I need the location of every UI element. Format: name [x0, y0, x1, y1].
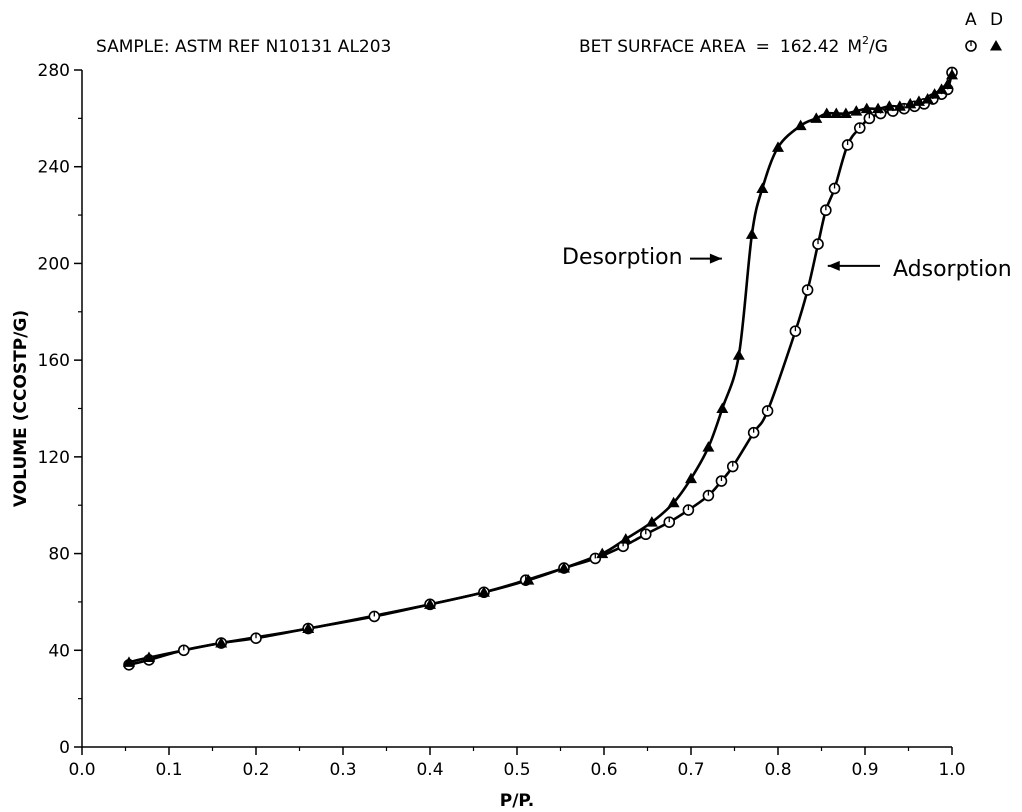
x-tick-label: 0.1 [155, 760, 182, 780]
adsorption-arrow [827, 260, 880, 271]
data-point-adsorption [812, 238, 824, 250]
y-tick-label: 280 [38, 61, 70, 81]
legend-marker-filled-triangle [990, 40, 1002, 51]
bet-label: BET SURFACE AREA [579, 37, 746, 57]
data-point-desorption [685, 472, 697, 484]
data-point-adsorption [663, 516, 676, 528]
data-point-desorption [424, 598, 436, 609]
data-point-desorption [477, 586, 490, 597]
y-tick-label: 40 [48, 641, 70, 661]
x-tick-label: 0.5 [503, 760, 530, 780]
data-point-adsorption [801, 284, 814, 296]
x-tick-label: 0.3 [329, 760, 356, 780]
data-point-desorption [302, 622, 315, 634]
annotation-desorption: Desorption [562, 245, 683, 270]
data-point-desorption [928, 88, 941, 99]
legend-symbol-a [965, 40, 977, 52]
legend-symbol-d [990, 40, 1002, 51]
data-point-desorption [946, 68, 958, 80]
x-tick-label: 0.8 [764, 760, 791, 780]
data-point-adsorption [250, 632, 262, 644]
bet-value: 162.42 [780, 37, 839, 57]
data-point-adsorption [841, 139, 854, 151]
data-point-adsorption [726, 460, 739, 473]
data-point-desorption [667, 496, 680, 508]
data-point-desorption [810, 112, 823, 123]
chart-axes: 0.0 0.1 0.2 0.3 0.4 0.5 0.6 0.7 0.8 0.9 1.0 0 40 80 12… [38, 61, 966, 780]
data-point-adsorption [853, 122, 866, 134]
data-point-adsorption [828, 182, 841, 195]
data-point-desorption [820, 107, 833, 119]
legend-label-d: D [990, 10, 1003, 30]
data-point-desorption [941, 78, 954, 90]
y-tick-label: 120 [38, 448, 70, 468]
data-point-adsorption [761, 405, 774, 417]
y-tick-label: 80 [48, 545, 70, 565]
data-point-adsorption [702, 489, 715, 502]
bet-surface-area-label: BET SURFACE AREA = 162.42 M2/G [579, 34, 888, 57]
data-point-desorption [619, 533, 632, 544]
y-tick-label: 240 [38, 158, 70, 178]
data-point-adsorption [789, 325, 802, 337]
data-point-adsorption [177, 644, 190, 657]
bet-unit-tail: /G [869, 37, 888, 57]
data-point-desorption [794, 119, 807, 131]
x-axis-title: P/P. [500, 791, 534, 811]
data-point-adsorption [863, 112, 876, 125]
data-point-desorption [772, 141, 784, 152]
x-tick-label: 0.6 [590, 760, 617, 780]
legend-label-a: A [965, 10, 977, 30]
bet-equals: = [756, 37, 770, 57]
data-point-desorption [935, 83, 948, 94]
data-point-adsorption [639, 528, 652, 541]
data-point-desorption [883, 100, 896, 111]
x-tick-label: 0.2 [242, 760, 269, 780]
data-point-desorption [872, 102, 885, 114]
data-point-desorption [702, 441, 715, 452]
data-point-desorption [215, 637, 228, 648]
x-tick-label: 0.7 [677, 760, 704, 780]
data-point-desorption [122, 656, 135, 667]
data-point-desorption [756, 182, 769, 193]
sample-label: SAMPLE: ASTM REF N10131 AL203 [96, 37, 391, 57]
data-point-desorption [850, 105, 863, 116]
data-point-desorption [732, 349, 745, 360]
data-point-desorption [860, 102, 873, 114]
data-point-adsorption [368, 610, 381, 623]
data-point-desorption [830, 107, 843, 119]
data-point-desorption [716, 402, 729, 413]
data-point-desorption [142, 651, 155, 663]
data-point-adsorption [747, 426, 760, 439]
legend-marker-open-circle [965, 40, 977, 52]
x-tick-label: 0.9 [851, 760, 878, 780]
data-point-desorption [893, 100, 906, 111]
y-tick-label: 160 [38, 351, 70, 371]
data-point-adsorption [715, 475, 728, 487]
y-tick-label: 0 [59, 738, 70, 758]
y-tick-label: 200 [38, 254, 70, 274]
data-point-desorption [745, 228, 758, 239]
data-point-desorption [522, 574, 535, 585]
data-point-desorption [921, 93, 934, 104]
data-point-desorption [596, 547, 609, 559]
chart-legend: A D [965, 10, 1003, 52]
x-tick-label: 1.0 [938, 760, 965, 780]
bet-unit-sup: 2 [862, 34, 869, 47]
data-point-adsorption [682, 504, 695, 516]
data-point-desorption [557, 562, 570, 573]
annotation-adsorption: Adsorption [893, 257, 1012, 282]
y-axis-title: VOLUME (CCOSTP/G) [11, 310, 31, 507]
x-tick-label: 0.4 [416, 760, 443, 780]
chart-annotations: Desorption Adsorption [562, 245, 1012, 282]
data-point-adsorption [820, 204, 832, 217]
chart-series-markers [122, 66, 958, 671]
bet-unit-base: M [847, 37, 862, 57]
chart-series-lines [127, 71, 954, 667]
x-tick-label: 0.0 [68, 760, 95, 780]
data-point-desorption [839, 107, 852, 119]
data-point-desorption [645, 516, 658, 527]
desorption-arrow [690, 253, 722, 264]
